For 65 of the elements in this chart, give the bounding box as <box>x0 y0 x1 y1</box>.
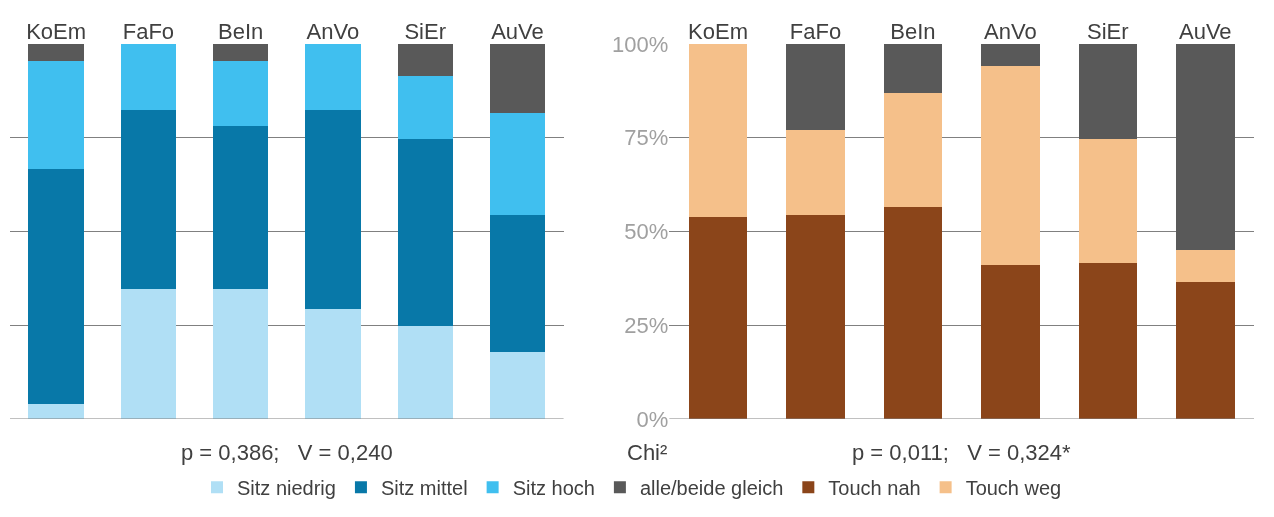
bar <box>212 288 269 419</box>
bar <box>688 216 748 419</box>
bar <box>981 66 1040 265</box>
bar <box>397 75 453 139</box>
bar <box>397 325 453 419</box>
legend-label: Sitz niedrig <box>237 477 336 500</box>
bar <box>397 44 453 76</box>
bar <box>120 288 177 419</box>
bar <box>883 93 943 207</box>
bar <box>1176 249 1235 283</box>
bar <box>1078 44 1138 139</box>
legend-label: Touch weg <box>965 477 1062 500</box>
bar <box>28 403 84 419</box>
bar <box>120 109 177 289</box>
bar <box>786 44 845 130</box>
bar <box>688 44 748 217</box>
y-tick-label: 25% <box>624 312 669 338</box>
bar <box>489 214 546 352</box>
bar <box>305 110 361 310</box>
y-tick-label: 75% <box>624 125 669 151</box>
legend-label: Sitz mittel <box>380 477 468 500</box>
x-tick-label: AuVe <box>491 18 544 44</box>
bar <box>883 206 943 419</box>
legend-label: alle/beide gleich <box>639 477 784 500</box>
x-tick-label: FaFo <box>789 18 842 44</box>
x-tick-label: KoEm <box>26 18 87 44</box>
bar <box>981 264 1040 419</box>
bar <box>120 44 177 110</box>
bar <box>28 44 84 61</box>
text: p = 0,011; V = 0,324* <box>852 440 1071 465</box>
bar <box>1176 44 1235 250</box>
x-tick-label: AnVo <box>306 18 360 44</box>
bar <box>212 61 269 127</box>
bar <box>28 169 84 404</box>
x-tick-label: BeIn <box>218 18 264 44</box>
bar <box>786 129 845 215</box>
bar <box>786 214 845 419</box>
bar <box>305 309 361 419</box>
bar <box>981 44 1040 67</box>
bar <box>212 44 269 62</box>
text: p = 0,386; V = 0,240 <box>181 440 393 465</box>
bar <box>1078 263 1138 419</box>
y-tick-label: 50% <box>624 219 669 245</box>
x-tick-label: KoEm <box>688 18 748 44</box>
x-tick-label: FaFo <box>122 18 175 44</box>
bar <box>489 113 546 215</box>
x-tick-label: AnVo <box>984 18 1037 44</box>
bar <box>212 126 269 289</box>
x-tick-label: BeIn <box>890 18 936 44</box>
legend-label: Touch nah <box>828 477 921 500</box>
text: Chi² <box>627 440 668 465</box>
y-tick-label: 100% <box>612 31 669 57</box>
x-tick-label: AuVe <box>1178 18 1232 44</box>
x-tick-label: SiEr <box>1087 18 1129 44</box>
bar <box>28 60 84 170</box>
y-tick-label: 0% <box>636 406 669 432</box>
bar <box>489 351 546 419</box>
bar <box>883 44 943 94</box>
bar <box>1078 138 1138 263</box>
legend-label: Sitz hoch <box>512 477 595 500</box>
x-tick-label: SiEr <box>404 18 446 44</box>
bar <box>305 44 361 111</box>
bar <box>397 138 453 326</box>
bar <box>1176 282 1235 419</box>
bar <box>489 44 546 114</box>
